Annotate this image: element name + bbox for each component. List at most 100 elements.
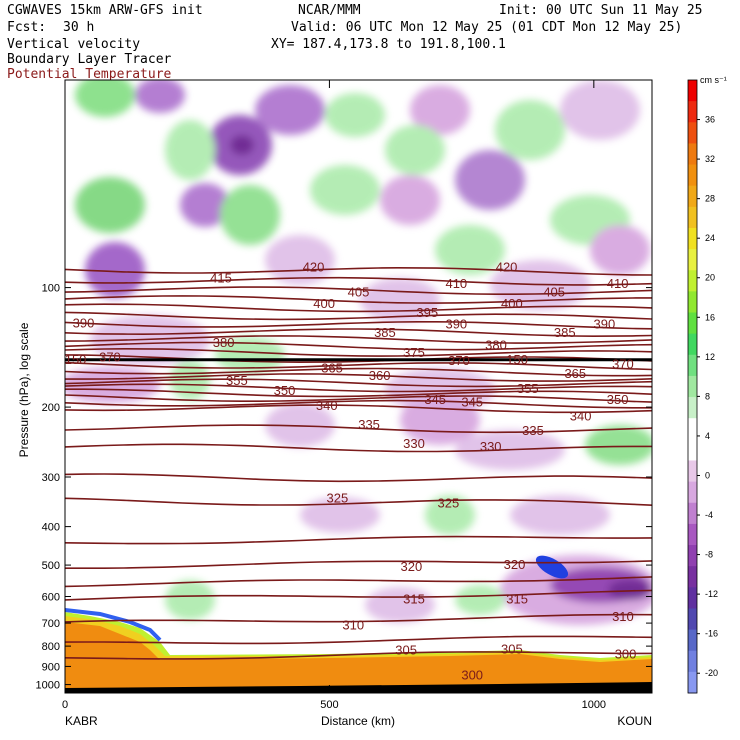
colorbar-swatch: [688, 502, 697, 525]
theta-label: 390: [594, 317, 616, 332]
theta-contour: [65, 394, 652, 403]
colorbar-tick-label: 24: [705, 233, 715, 243]
theta-label: 390: [73, 315, 95, 330]
x-tick-label: 1000: [582, 699, 606, 711]
theta-contour: [65, 373, 652, 382]
theta-contour: [65, 404, 652, 414]
theta-label: 325: [326, 491, 348, 506]
colorbar-swatch: [688, 481, 697, 504]
colorbar-tick-label: 32: [705, 154, 715, 164]
theta-label: 400: [501, 296, 523, 311]
theta-label: 305: [395, 642, 417, 657]
theta-label: 420: [303, 259, 325, 274]
theta-label: 350: [274, 383, 296, 398]
theta-contour: [65, 560, 652, 570]
theta-label: 385: [374, 325, 396, 340]
theta-label: 385: [554, 325, 576, 340]
theta-label: 335: [522, 423, 544, 438]
y-tick-label: 700: [42, 618, 60, 630]
valid-time: Valid: 06 UTC Mon 12 May 25 (01 CDT Mon …: [291, 20, 683, 35]
y-axis-label: Pressure (hPa), log scale: [17, 322, 31, 457]
theta-label: 375: [403, 345, 425, 360]
colorbar-tick-label: 0: [705, 470, 710, 480]
theta-label: 315: [506, 591, 528, 606]
theta-label: 305: [501, 641, 523, 656]
colorbar-tick-label: 20: [705, 273, 715, 283]
colorbar-swatch: [688, 101, 697, 123]
theta-contour: [65, 635, 652, 645]
theta-label: 300: [461, 668, 483, 683]
theta-label: 340: [316, 398, 338, 413]
theta-label: 315: [403, 591, 425, 606]
theta-label: 370: [612, 356, 634, 371]
colorbar-tick-label: -12: [705, 589, 718, 599]
theta-contour: [65, 651, 652, 660]
theta-contour: [65, 576, 652, 588]
colorbar-swatch: [688, 227, 697, 250]
field-boundary-layer-tracer: Boundary Layer Tracer: [7, 52, 172, 67]
theta-label: 400: [313, 296, 335, 311]
theta-label: 360: [369, 368, 391, 383]
theta-label: 405: [543, 285, 565, 300]
colorbar-swatch: [688, 460, 697, 483]
colorbar-swatch: [688, 587, 697, 609]
theta-label: 335: [358, 417, 380, 432]
colorbar-tick-label: -16: [705, 629, 718, 639]
theta-contour: [65, 535, 652, 545]
colorbar-units: cm s⁻¹: [700, 75, 727, 85]
theta-label: 355: [226, 373, 248, 388]
vertical-velocity-shading: [65, 80, 652, 693]
theta-contour: [65, 367, 652, 377]
x-left-station: KABR: [65, 714, 98, 728]
forecast-hours: 30 h: [63, 20, 95, 35]
y-tick-label: 300: [42, 472, 60, 484]
colorbar-tick-label: 12: [705, 352, 715, 362]
theta-contour: [65, 320, 652, 330]
theta-contour: [65, 286, 652, 296]
colorbar-swatch: [688, 629, 697, 652]
theta-label: 345: [461, 395, 483, 410]
x-right-station: KOUN: [617, 714, 652, 728]
y-tick-label: 800: [42, 641, 60, 653]
theta-contour: [65, 361, 652, 371]
theta-contour: [65, 388, 652, 398]
theta-label: 350: [607, 392, 629, 407]
org-label: NCAR/MMM: [298, 3, 361, 18]
theta-label: 395: [416, 305, 438, 320]
colorbar-swatch: [688, 608, 697, 631]
y-tick-label: 200: [42, 402, 60, 414]
colorbar-swatch: [688, 418, 697, 440]
colorbar-tick-label: 28: [705, 194, 715, 204]
colorbar-swatch: [688, 333, 697, 356]
theta-label: 310: [612, 609, 634, 624]
colorbar-swatch: [688, 185, 697, 208]
theta-label: 410: [445, 276, 467, 291]
theta-label: 390: [445, 317, 467, 332]
colorbar-tick-label: -4: [705, 510, 713, 520]
colorbar-swatch: [688, 354, 697, 377]
theta-contour: [65, 328, 652, 338]
colorbar-swatch: [688, 249, 697, 271]
theta-label: 330: [480, 439, 502, 454]
colorbar-swatch: [688, 206, 697, 229]
theta-label: 320: [504, 557, 526, 572]
theta-label: 365: [321, 361, 343, 376]
theta-contour: [65, 295, 652, 304]
x-tick-label: 0: [62, 699, 68, 711]
theta-label: 325: [438, 496, 460, 511]
colorbar-swatch: [688, 397, 697, 419]
theta-label: 420: [496, 259, 518, 274]
x-axis: 0 500 1000: [62, 80, 648, 711]
colorbar-tick-label: -8: [705, 550, 713, 560]
colorbar-swatch: [688, 270, 697, 292]
colorbar-tick-label: -20: [705, 668, 718, 678]
theta-contour: [65, 341, 652, 351]
theta-contour: [65, 266, 652, 276]
colorbar-swatch: [688, 545, 697, 567]
colorbar-swatch: [688, 566, 697, 588]
theta-contour: [65, 399, 652, 409]
theta-label: 380: [485, 338, 507, 353]
tropopause-label: 150: [65, 352, 87, 367]
theta-contour: [65, 303, 652, 313]
